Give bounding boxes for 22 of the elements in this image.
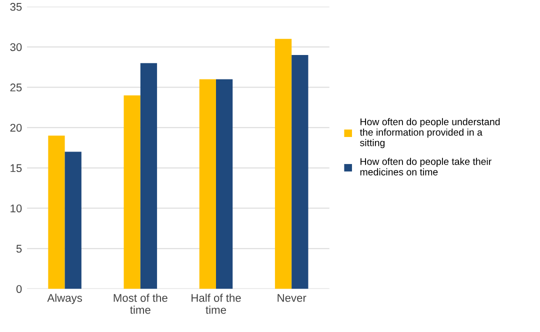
legend-label: How often do people take their medicines on time (360, 158, 492, 176)
bar (199, 79, 216, 289)
y-tick-label: 30 (10, 43, 22, 52)
bar (216, 79, 233, 289)
bar (292, 55, 308, 289)
bar (140, 63, 158, 289)
y-tick-label: 35 (10, 2, 22, 11)
bar (64, 152, 82, 289)
x-tick-label: Most of the time (114, 294, 168, 314)
y-tick-label: 20 (10, 124, 22, 132)
x-tick-label: Half of the time (192, 294, 241, 314)
y-tick-label: 0 (16, 285, 22, 293)
bar (48, 136, 65, 289)
x-tick-label: Never (278, 294, 306, 302)
legend-label: How often do people understand the information provided in a sitting (360, 118, 500, 148)
x-tick-label: Always (47, 294, 82, 304)
y-tick-label: 5 (16, 244, 22, 253)
bar (124, 95, 140, 289)
bar (274, 38, 292, 289)
y-tick-label: 10 (10, 204, 22, 212)
y-tick-label: 25 (10, 84, 22, 92)
y-tick-label: 15 (10, 164, 22, 172)
